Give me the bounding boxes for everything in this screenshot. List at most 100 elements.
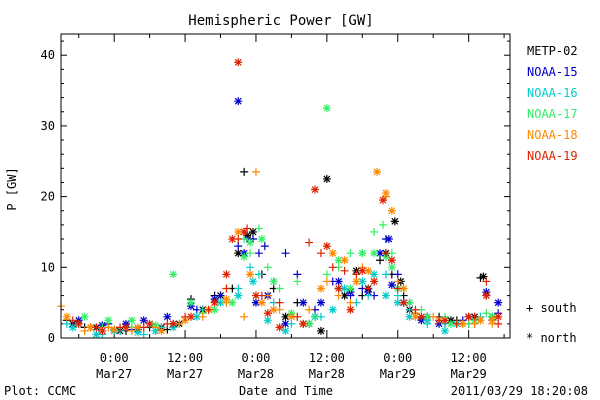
south-point	[328, 263, 337, 272]
north-point	[358, 266, 367, 275]
south-point	[340, 266, 349, 275]
y-tick-label: 40	[41, 48, 55, 62]
south-point	[263, 263, 272, 272]
south-point	[254, 270, 263, 279]
x-tick-time: 0:00	[242, 351, 271, 365]
north-point	[62, 312, 71, 321]
north-point	[479, 272, 488, 281]
south-point	[346, 249, 355, 258]
y-axis-label: P [GW]	[5, 167, 19, 210]
south-point	[411, 305, 420, 314]
north-point	[387, 280, 396, 289]
north-point	[110, 325, 119, 334]
north-point	[234, 249, 243, 258]
north-point	[358, 249, 367, 258]
north-point	[370, 249, 379, 258]
south-point	[246, 263, 255, 272]
north-point	[381, 291, 390, 300]
marker-legend-entry: * north	[526, 331, 577, 345]
south-point	[222, 284, 231, 293]
marker-legend-entry: + south	[526, 301, 577, 315]
south-point	[305, 238, 314, 247]
legend-entry: NOAA-15	[527, 65, 578, 79]
north-point	[399, 284, 408, 293]
plot-timestamp: 2011/03/29 18:20:08	[451, 384, 588, 398]
north-point	[287, 312, 296, 321]
south-point	[381, 270, 390, 279]
south-point	[251, 167, 260, 176]
south-point	[198, 312, 207, 321]
x-axis-ticks: 0:00 Mar27 12:00 Mar27 0:00 Mar28 12:00 Mar28 0:…	[78, 34, 505, 381]
north-point	[74, 319, 83, 328]
south-point	[275, 284, 284, 293]
north-point	[458, 319, 467, 328]
north-point	[234, 58, 243, 67]
south-point	[311, 312, 320, 321]
x-tick-time: 12:00	[309, 351, 345, 365]
north-point	[340, 284, 349, 293]
plot-frame	[60, 33, 511, 339]
north-point	[281, 326, 290, 335]
south-point	[393, 270, 402, 279]
south-point	[364, 291, 373, 300]
north-point	[340, 256, 349, 265]
north-point	[98, 326, 107, 335]
north-point	[387, 206, 396, 215]
south-point	[151, 323, 160, 332]
north-point	[352, 277, 361, 286]
south-point	[204, 305, 213, 314]
north-point	[405, 298, 414, 307]
north-point	[393, 298, 402, 307]
north-point	[246, 270, 255, 279]
x-tick-date: Mar28	[238, 367, 274, 381]
south-point	[139, 323, 148, 332]
y-tick-label: 30	[41, 119, 55, 133]
north-point	[358, 277, 367, 286]
legend-entry: NOAA-16	[527, 86, 578, 100]
south-point	[482, 277, 491, 286]
north-point	[222, 270, 231, 279]
north-point	[387, 256, 396, 265]
data-points	[57, 58, 503, 339]
north-point	[494, 298, 503, 307]
south-point	[80, 326, 89, 335]
north-point	[328, 305, 337, 314]
south-point	[287, 319, 296, 328]
south-point	[470, 319, 479, 328]
north-point	[257, 235, 266, 244]
north-point	[145, 319, 154, 328]
north-point	[234, 97, 243, 106]
north-point	[240, 252, 249, 261]
north-point	[68, 323, 77, 332]
north-point	[322, 104, 331, 113]
south-point	[322, 270, 331, 279]
north-point	[476, 316, 485, 325]
south-point	[92, 323, 101, 332]
north-point	[163, 312, 172, 321]
south-point	[482, 309, 491, 318]
north-point	[423, 312, 432, 321]
south-point	[127, 326, 136, 335]
north-point	[281, 312, 290, 321]
south-point	[234, 242, 243, 251]
y-axis-ticks: 0 10 20 30 40	[41, 40, 510, 345]
north-point	[222, 295, 231, 304]
north-point	[192, 312, 201, 321]
south-point	[216, 291, 225, 300]
north-point	[169, 270, 178, 279]
north-point	[441, 316, 450, 325]
y-tick-label: 0	[48, 331, 55, 345]
north-point	[234, 227, 243, 236]
south-point	[293, 277, 302, 286]
north-point	[269, 277, 278, 286]
north-point	[370, 277, 379, 286]
plot-credit: Plot: CCMC	[4, 384, 76, 398]
north-point	[92, 330, 101, 339]
x-tick-time: 0:00	[100, 351, 129, 365]
south-point	[346, 298, 355, 307]
y-tick-label: 10	[41, 260, 55, 274]
north-point	[316, 298, 325, 307]
north-point	[399, 298, 408, 307]
south-point	[364, 284, 373, 293]
north-point	[316, 326, 325, 335]
